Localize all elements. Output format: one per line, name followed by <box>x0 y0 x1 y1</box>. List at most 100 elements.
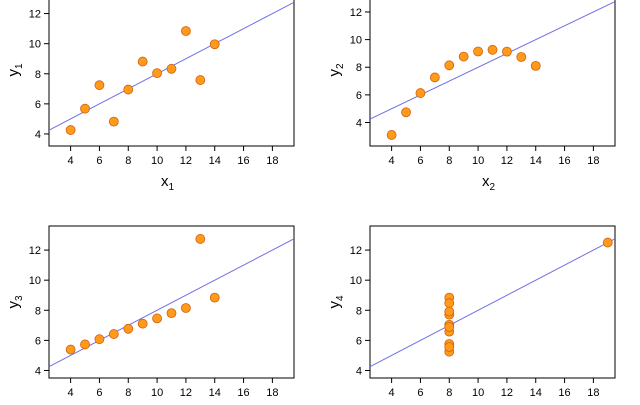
y-tick-label: 12 <box>350 7 362 19</box>
data-point <box>123 84 134 95</box>
x-tick-label: 14 <box>530 155 542 167</box>
data-point <box>386 130 397 140</box>
y-tick-label: 4 <box>356 118 362 130</box>
data-point <box>487 44 498 55</box>
scatter-panel-1: 4 6 8 10 12 4 6 8 10 12 14 16 18 y1 x1 <box>5 0 295 193</box>
x-tick-label: 6 <box>417 155 423 167</box>
x-tick-label: 18 <box>266 387 278 399</box>
data-point <box>444 298 455 309</box>
y-tick-label: 6 <box>356 90 362 102</box>
data-point <box>444 306 455 317</box>
data-point <box>195 234 206 244</box>
x-tick-label: 6 <box>96 387 102 399</box>
y-tick-label: 8 <box>35 305 41 317</box>
y-axis-label: y3 <box>5 295 25 309</box>
x-tick-label: 18 <box>266 155 278 167</box>
data-point <box>152 68 162 79</box>
y-tick-label: 12 <box>29 9 41 21</box>
data-point <box>195 75 206 85</box>
data-point <box>108 329 119 339</box>
regression-line <box>370 1 615 120</box>
y-tick-label: 10 <box>350 35 362 47</box>
y-axis-label-subscript: 2 <box>335 63 346 69</box>
x-tick-label: 4 <box>389 155 395 167</box>
scatter-panel-4: 4 6 8 10 12 4 6 8 10 12 14 16 18 y4 <box>326 225 616 399</box>
data-point <box>401 107 411 118</box>
data-point <box>152 313 162 324</box>
x-tick-label: 4 <box>389 387 395 399</box>
y-tick-label: 6 <box>356 335 362 347</box>
x-tick-label: 10 <box>151 387 163 399</box>
data-point <box>516 52 527 62</box>
data-point <box>444 342 455 352</box>
x-tick-label: 8 <box>125 155 131 167</box>
x-axis-label: x1 <box>161 173 175 193</box>
data-point <box>530 60 541 71</box>
y-axis-label-subscript: 3 <box>14 295 25 301</box>
x-tick-label: 12 <box>180 387 192 399</box>
y-axis-label-subscript: 4 <box>335 295 346 301</box>
data-point <box>181 303 191 313</box>
data-point <box>444 322 455 332</box>
y-tick-label: 4 <box>356 365 362 377</box>
x-tick-label: 14 <box>209 155 221 167</box>
y-tick-label: 10 <box>350 275 362 287</box>
data-point <box>473 46 483 57</box>
x-tick-label: 14 <box>209 387 221 399</box>
x-axis-label: x2 <box>482 173 496 193</box>
data-point <box>108 116 119 127</box>
x-tick-label: 4 <box>68 155 74 167</box>
plot-frame <box>48 0 295 147</box>
x-tick-label: 8 <box>446 387 452 399</box>
y-axis-label-subscript: 1 <box>14 63 25 69</box>
data-point <box>65 125 76 135</box>
x-tick-label: 8 <box>125 387 131 399</box>
x-tick-label: 16 <box>558 155 570 167</box>
data-point <box>181 26 191 36</box>
x-tick-label: 18 <box>587 155 599 167</box>
y-tick-label: 6 <box>35 99 41 111</box>
plot-frame <box>369 0 616 147</box>
y-tick-label: 8 <box>35 69 41 81</box>
x-tick-label: 6 <box>96 155 102 167</box>
x-tick-label: 8 <box>446 155 452 167</box>
y-tick-label: 4 <box>35 129 41 141</box>
y-axis-label: y1 <box>5 63 25 77</box>
y-tick-label: 8 <box>356 305 362 317</box>
x-tick-label: 16 <box>237 155 249 167</box>
y-tick-label: 10 <box>29 275 41 287</box>
x-tick-label: 12 <box>501 387 513 399</box>
data-point <box>94 80 105 91</box>
data-point <box>94 334 105 345</box>
y-axis-label: y2 <box>326 63 346 77</box>
data-point <box>602 237 613 248</box>
x-tick-label: 10 <box>472 155 484 167</box>
x-tick-label: 10 <box>472 387 484 399</box>
y-tick-label: 12 <box>29 245 41 257</box>
x-axis-label-subscript: 2 <box>489 182 495 193</box>
data-point <box>123 323 134 334</box>
x-tick-label: 12 <box>501 155 513 167</box>
data-point <box>429 72 440 83</box>
x-tick-label: 14 <box>530 387 542 399</box>
scatter-panel-2: 4 6 8 10 12 4 6 8 10 12 14 16 18 y2 x2 <box>326 0 616 193</box>
x-axis-label-subscript: 1 <box>168 182 174 193</box>
data-point <box>444 60 455 71</box>
y-axis-label: y4 <box>326 295 346 309</box>
y-tick-label: 10 <box>29 39 41 51</box>
x-tick-label: 16 <box>237 387 249 399</box>
data-point <box>209 39 220 50</box>
data-point <box>209 292 220 303</box>
x-tick-label: 18 <box>587 387 599 399</box>
y-tick-label: 4 <box>35 365 41 377</box>
scatter-panel-3: 4 6 8 10 12 4 6 8 10 12 14 16 18 y3 <box>5 225 295 399</box>
regression-line <box>370 238 615 368</box>
data-point <box>458 51 469 62</box>
data-point <box>166 308 177 319</box>
x-tick-label: 4 <box>68 387 74 399</box>
x-tick-label: 16 <box>558 387 570 399</box>
x-tick-label: 10 <box>151 155 163 167</box>
plot-frame <box>48 225 295 379</box>
